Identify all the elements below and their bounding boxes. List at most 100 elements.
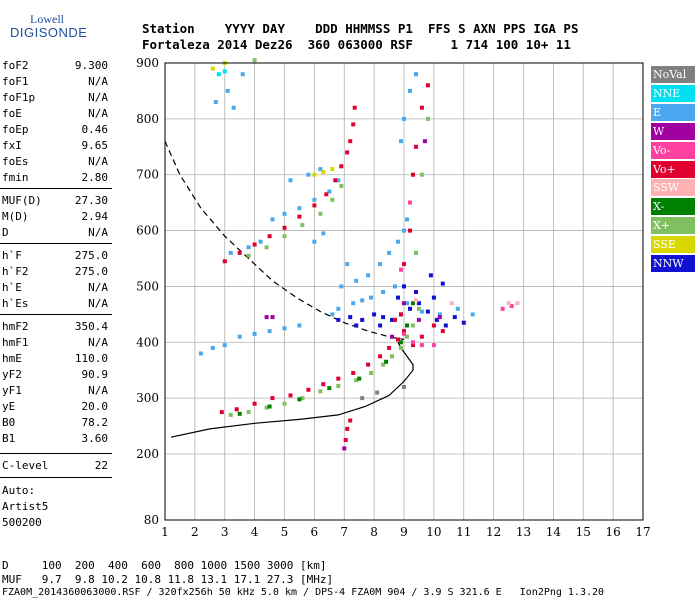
param-value: 110.0	[74, 352, 108, 365]
echo-point	[455, 306, 460, 311]
param-row-hmf1: hmF1 N/A	[2, 336, 108, 350]
x-tick-label: 1	[161, 525, 169, 539]
echo-point	[419, 105, 424, 110]
echo-point	[237, 411, 242, 416]
y-tick-label: 900	[136, 56, 159, 70]
echo-point	[330, 312, 335, 317]
echo-point	[252, 331, 257, 336]
param-row-fmin: fmin 2.80	[2, 171, 108, 185]
echo-point	[387, 250, 392, 255]
echo-point	[267, 329, 272, 334]
echo-point	[461, 320, 466, 325]
plot-frame	[164, 62, 644, 521]
echo-point	[258, 239, 263, 244]
param-row-foes: foEs N/A	[2, 155, 108, 169]
echo-point	[213, 100, 218, 105]
echo-point	[416, 306, 421, 311]
echo-point	[390, 354, 394, 359]
series-e	[198, 72, 475, 356]
echo-point	[393, 284, 397, 289]
echo-point	[324, 192, 329, 197]
series-noval	[360, 385, 406, 401]
param-value: N/A	[88, 91, 108, 104]
param-key: foEs	[2, 155, 29, 168]
param-key: hmF2	[2, 320, 29, 333]
echo-point	[297, 397, 302, 402]
echo-point	[306, 172, 311, 177]
x-tick-label: 4	[251, 525, 259, 539]
echo-point	[345, 426, 350, 431]
param-value: 350.4	[74, 320, 108, 333]
echo-point	[378, 323, 383, 328]
echo-point	[312, 239, 317, 244]
echo-point	[414, 298, 418, 303]
echo-point	[318, 389, 323, 394]
param-row-h-f: h`F 275.0	[2, 249, 108, 263]
echo-point	[405, 334, 409, 339]
param-value: 2.94	[81, 210, 109, 223]
echo-point	[419, 334, 424, 339]
axis-tick-labels: 1 2 3 4 5 6 7 8 9 10 11 12 13 14 15 16 17802003004005006…	[136, 56, 651, 539]
echo-point	[354, 378, 359, 383]
echo-point	[449, 301, 454, 306]
echo-point	[312, 172, 317, 177]
echo-point	[366, 362, 371, 367]
echo-point	[416, 301, 421, 306]
param-value: 20.0	[81, 400, 109, 413]
series-vo-	[219, 83, 445, 442]
logo-digisonde: DIGISONDE	[10, 25, 88, 40]
param-key: h`E	[2, 281, 22, 294]
echo-point	[440, 281, 445, 286]
y-tick-label: 200	[136, 447, 159, 461]
echo-point	[452, 315, 457, 320]
param-value: 3.60	[81, 432, 109, 445]
param-key: D	[2, 226, 9, 239]
param-row-yf1: yF1 N/A	[2, 384, 108, 398]
y-tick-label: 400	[136, 335, 159, 349]
echo-point	[381, 362, 386, 367]
echo-point	[282, 211, 287, 216]
echo-point	[360, 396, 365, 401]
param-key: foF2	[2, 59, 29, 72]
echo-point	[351, 301, 356, 306]
echo-point	[378, 354, 383, 359]
echo-point	[312, 197, 317, 202]
param-key: foEp	[2, 123, 29, 136]
echo-point	[357, 376, 362, 381]
solid-profile-curve	[170, 342, 414, 438]
echo-point	[369, 295, 374, 300]
echo-point	[390, 317, 394, 322]
echo-point	[402, 329, 406, 334]
echo-point	[402, 116, 406, 121]
echo-point	[270, 217, 275, 222]
param-key: M(D)	[2, 210, 29, 223]
param-key: yE	[2, 400, 16, 413]
legend-item-w: W	[651, 122, 695, 140]
dashed-muf-curve	[164, 140, 405, 341]
legend-item-nne: NNE	[651, 84, 695, 102]
series-w	[264, 139, 442, 451]
footer-distance: D 100 200 400 600 800 1000 1500 3000 [km…	[2, 559, 327, 572]
param-row-m-d-: M(D) 2.94	[2, 210, 108, 224]
param-value: 90.9	[81, 368, 109, 381]
echo-point	[282, 234, 287, 239]
echo-point	[419, 343, 424, 348]
param-value: N/A	[88, 281, 108, 294]
echo-point	[470, 312, 475, 317]
x-tick-label: 13	[516, 525, 531, 539]
footer-muf: MUF 9.7 9.8 10.2 10.8 11.8 13.1 17.1 27.…	[2, 573, 334, 586]
param-row-foep: foEp 0.46	[2, 123, 108, 137]
param-separator	[0, 477, 112, 478]
echo-point	[437, 312, 442, 317]
series-ssw	[414, 298, 520, 306]
echo-point	[402, 262, 406, 267]
echo-point	[402, 284, 406, 289]
param-row-hme: hmE 110.0	[2, 352, 108, 366]
echo-point	[416, 317, 421, 322]
x-tick-label: 10	[426, 525, 441, 539]
param-key: foF1	[2, 75, 29, 88]
echo-point	[252, 58, 257, 63]
echo-point	[384, 359, 389, 364]
echo-point	[405, 217, 409, 222]
echo-point	[515, 301, 520, 306]
